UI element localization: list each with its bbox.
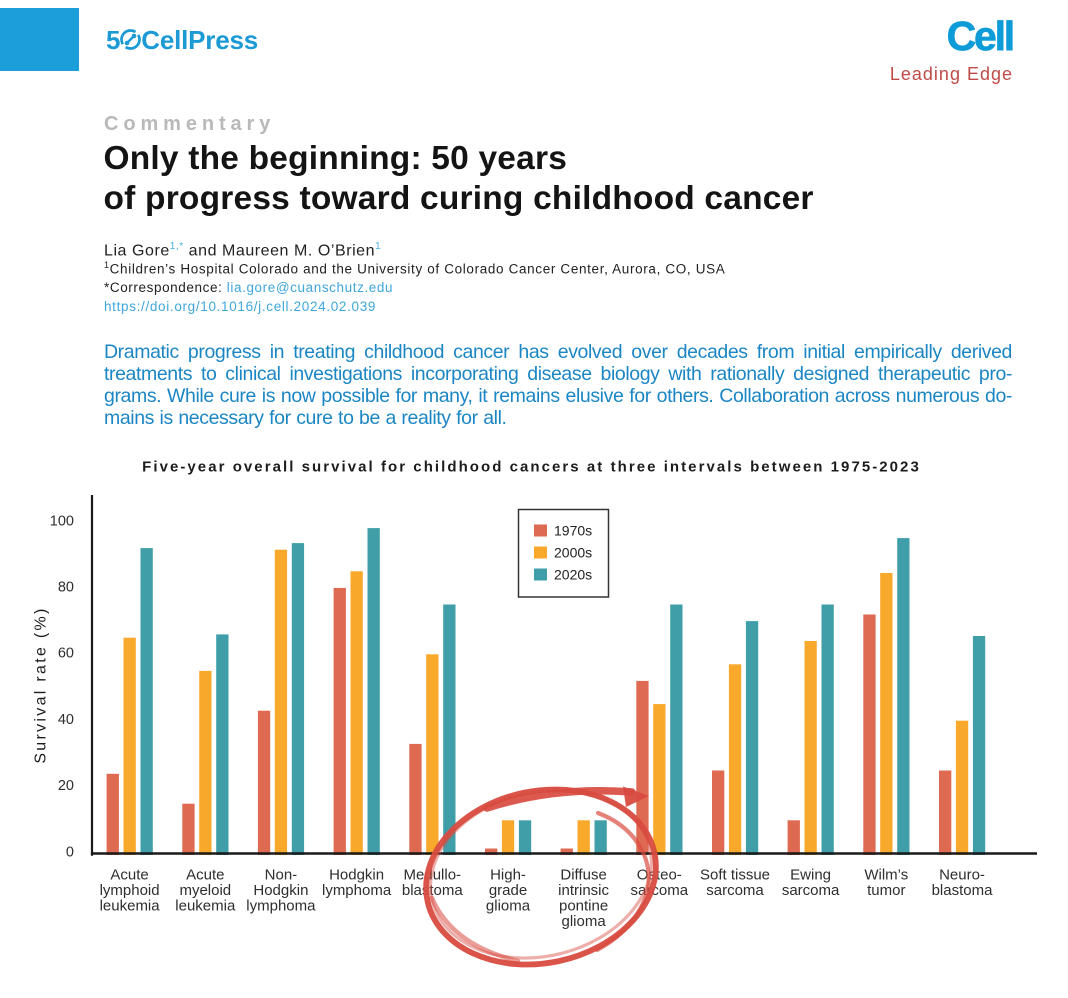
svg-text:Acute: Acute	[110, 866, 148, 883]
svg-text:lymphoma: lymphoma	[246, 898, 316, 915]
svg-text:blastoma: blastoma	[932, 882, 994, 899]
svg-text:blastoma: blastoma	[402, 882, 464, 899]
svg-text:grade: grade	[489, 882, 527, 899]
svg-text:40: 40	[58, 712, 74, 728]
svg-text:60: 60	[58, 646, 74, 662]
svg-text:Neuro-: Neuro-	[939, 866, 985, 883]
svg-text:myeloid: myeloid	[179, 882, 231, 899]
svg-text:glioma: glioma	[486, 898, 531, 915]
svg-text:2020s: 2020s	[554, 567, 592, 583]
svg-text:glioma: glioma	[562, 913, 607, 930]
svg-text:lymphoma: lymphoma	[322, 882, 392, 899]
svg-text:80: 80	[58, 580, 74, 596]
svg-text:1970s: 1970s	[554, 523, 592, 539]
svg-text:20: 20	[58, 778, 74, 794]
svg-text:Wilm’s: Wilm’s	[864, 866, 908, 883]
svg-text:pontine: pontine	[559, 898, 608, 915]
svg-text:sarcoma: sarcoma	[782, 882, 840, 899]
svg-text:Non-: Non-	[265, 866, 298, 883]
svg-text:leukemia: leukemia	[100, 898, 161, 915]
svg-text:sarcoma: sarcoma	[631, 882, 689, 899]
svg-text:sarcoma: sarcoma	[706, 882, 764, 899]
svg-text:leukemia: leukemia	[175, 898, 236, 915]
svg-text:Hodgkin: Hodgkin	[253, 882, 308, 899]
svg-text:lymphoid: lymphoid	[100, 882, 160, 899]
svg-text:High-: High-	[490, 866, 526, 883]
svg-text:Soft tissue: Soft tissue	[700, 866, 770, 883]
svg-text:intrinsic: intrinsic	[558, 882, 609, 899]
svg-text:Diffuse: Diffuse	[560, 866, 606, 883]
svg-text:100: 100	[50, 513, 74, 529]
svg-text:Five-year overall survival for: Five-year overall survival for childhood…	[142, 459, 921, 476]
svg-text:0: 0	[66, 844, 74, 860]
svg-text:Survival rate (%): Survival rate (%)	[33, 606, 50, 763]
svg-text:2000s: 2000s	[554, 545, 592, 561]
svg-text:tumor: tumor	[867, 882, 905, 899]
svg-text:Medullo-: Medullo-	[404, 866, 462, 883]
svg-text:Osteo-: Osteo-	[637, 866, 682, 883]
svg-text:Acute: Acute	[186, 866, 224, 883]
svg-text:Ewing: Ewing	[790, 866, 831, 883]
svg-text:Hodgkin: Hodgkin	[329, 866, 384, 883]
